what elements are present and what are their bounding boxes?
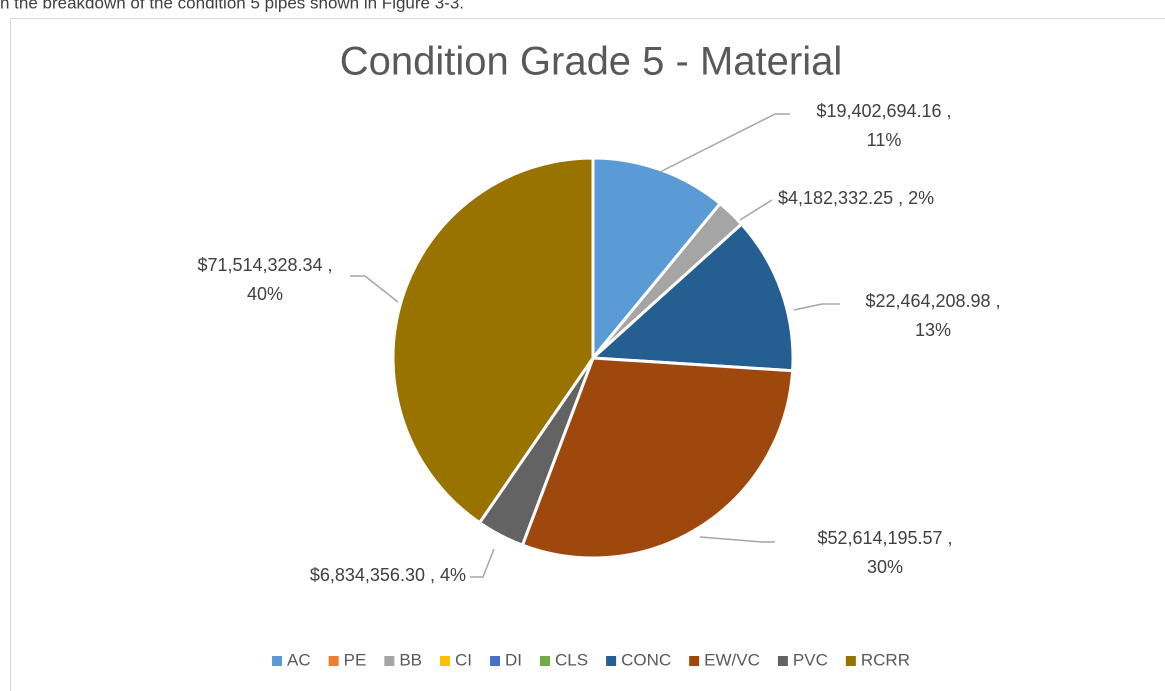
leader-line	[350, 275, 399, 303]
legend-label: AC	[287, 650, 311, 669]
data-label: $4,182,332.25 , 2%	[778, 188, 934, 208]
data-label: $22,464,208.98 ,	[865, 291, 1000, 311]
legend-label: DI	[505, 650, 522, 669]
legend-label: CLS	[555, 650, 588, 669]
legend-label: CI	[455, 650, 472, 669]
leader-line	[793, 303, 840, 311]
chart-title: Condition Grade 5 - Material	[340, 40, 842, 84]
legend-label: BB	[399, 650, 422, 669]
legend-swatch	[272, 656, 283, 666]
legend-swatch	[540, 656, 551, 666]
legend-swatch	[490, 656, 501, 666]
data-label: 30%	[867, 557, 903, 577]
legend-label: EW/VC	[704, 650, 760, 669]
data-label: $6,834,356.30 , 4%	[310, 565, 466, 585]
legend-swatch	[328, 656, 339, 666]
legend-swatch	[689, 656, 700, 666]
data-label: 40%	[247, 284, 283, 304]
data-label: $52,614,195.57 ,	[817, 528, 952, 548]
leader-line	[659, 113, 790, 173]
page-text: n the breakdown of the condition 5 pipes…	[0, 0, 464, 12]
data-label: $19,402,694.16 ,	[816, 101, 951, 121]
legend-swatch	[845, 656, 856, 666]
legend-swatch	[606, 656, 617, 666]
legend-swatch	[440, 656, 451, 666]
leader-line	[739, 199, 773, 221]
leader-line	[470, 548, 495, 578]
legend-swatch	[384, 656, 395, 666]
legend-label: CONC	[621, 650, 671, 669]
legend: AC PE BB CI DI CLS CONC EW/VC PVC RCRR	[272, 650, 910, 669]
legend-label: PE	[344, 650, 367, 669]
legend-label: PVC	[793, 650, 828, 669]
pie-slice	[391, 156, 595, 525]
pie-slice	[520, 356, 795, 560]
legend-label: RCRR	[861, 650, 910, 669]
leader-line	[699, 536, 775, 543]
data-label: 13%	[915, 320, 951, 340]
data-label: $71,514,328.34 ,	[197, 255, 332, 275]
data-label: 11%	[867, 130, 902, 150]
pie-slice	[589, 221, 795, 373]
legend-swatch	[777, 656, 788, 666]
pie-slice	[591, 156, 723, 363]
